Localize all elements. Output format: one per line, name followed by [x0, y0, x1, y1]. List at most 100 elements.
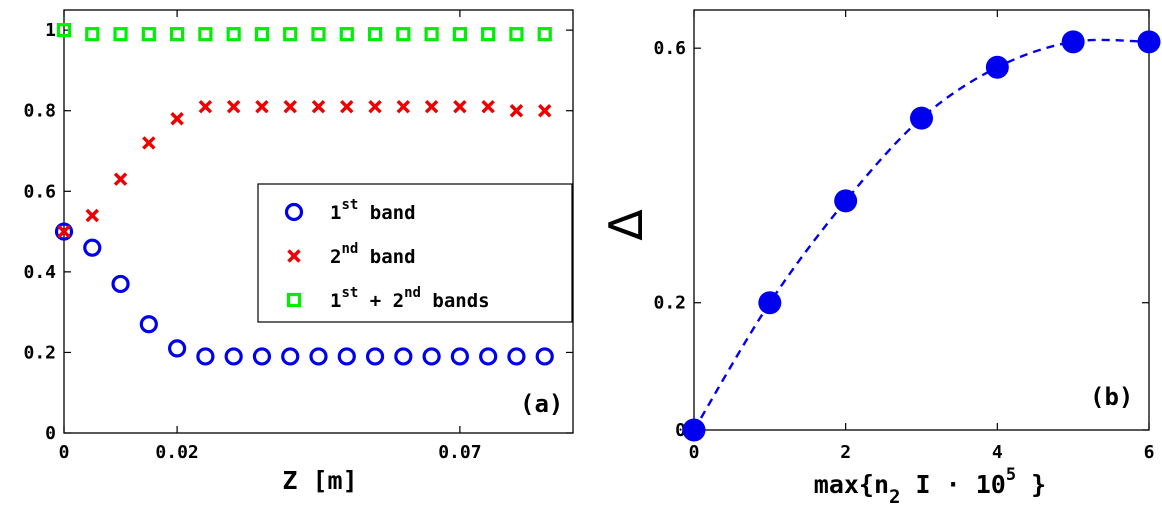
chart-a-point	[367, 27, 383, 42]
chart-a-point	[424, 99, 439, 114]
chart-a-point	[198, 99, 213, 114]
chart-b-point	[910, 106, 933, 130]
chart-a-point	[111, 274, 130, 294]
chart-a-point	[452, 27, 467, 42]
chart-a-point	[339, 27, 354, 42]
chart-a-series-0	[54, 222, 554, 366]
chart-a-point	[170, 27, 185, 42]
chart-a-point	[311, 27, 326, 42]
chart-a-point	[142, 136, 156, 150]
chart-a-series-2	[56, 23, 552, 42]
chart-a-y-tick-label: 1	[45, 20, 56, 41]
chart-a-legend-marker-1	[287, 249, 301, 263]
chart-a-legend-marker-2	[286, 292, 302, 308]
chart-a-y-tick-label: 0.4	[23, 262, 56, 283]
chart-a-point	[57, 224, 71, 239]
chart-a-point	[535, 347, 554, 366]
chart-a-point	[168, 339, 187, 358]
chart-a-point	[481, 27, 496, 42]
chart-b-point	[1137, 30, 1161, 54]
chart-a-y-tick-label: 0.6	[23, 181, 56, 202]
chart-b-x-tick-label: 6	[1144, 442, 1155, 463]
chart-b-point	[834, 189, 858, 213]
chart-a-point	[365, 347, 385, 366]
chart-a-point	[226, 27, 241, 42]
chart-a-point	[394, 347, 413, 366]
chart-a-legend-label-0: 1st band	[330, 197, 416, 224]
chart-b-y-tick-label: 0.2	[653, 293, 686, 314]
chart-a-point	[283, 27, 298, 42]
chart-a-point	[424, 27, 439, 42]
chart-a-y-tick-label: 0	[45, 423, 56, 444]
chart-b-series-line	[692, 38, 1150, 431]
chart-a-point	[141, 27, 156, 42]
chart-a-point	[479, 347, 498, 366]
chart-a-point	[481, 99, 495, 114]
chart-b-ticks: 0 0.2 0.6 0 2 4 6	[653, 10, 1154, 463]
chart-b-series	[682, 30, 1161, 442]
chart-a-point	[509, 27, 524, 42]
chart-b: 0 0.2 0.6 0 2 4 6 Δ (b) max{n2 I · 105 }	[599, 9, 1161, 508]
chart-a-legend-box	[257, 183, 573, 323]
chart-a-point	[113, 172, 128, 186]
chart-a-point	[54, 222, 74, 241]
chart-a-legend: 1st band 2nd band 1st + 2nd bands	[257, 183, 573, 323]
chart-a-point	[85, 27, 100, 42]
chart-a-point	[422, 347, 441, 366]
chart-a-point	[509, 103, 524, 118]
chart-a-point	[255, 99, 269, 114]
chart-a-legend-label-2: 1st + 2nd bands	[330, 285, 490, 312]
chart-b-y-tick-label: 0.6	[653, 38, 686, 59]
chart-a-legend-marker-0	[284, 202, 304, 222]
chart-a-panel-label: (a)	[520, 390, 563, 418]
chart-a-point	[198, 27, 213, 42]
chart-a-point	[396, 99, 411, 114]
chart-a: 0 0.2 0.4 0.6 0.8 1 0 0.02 0.07 Z [m] (a) 1st ba…	[23, 9, 574, 495]
chart-b-x-tick-label: 4	[992, 442, 1003, 463]
chart-b-point	[758, 291, 782, 315]
chart-b-panel-label: (b)	[1090, 383, 1133, 411]
chart-b-y-tick-label: 0	[675, 420, 686, 441]
chart-a-legend-label-1: 2nd band	[330, 241, 416, 268]
chart-a-axes-frame	[63, 9, 574, 434]
chart-a-point	[340, 99, 354, 114]
chart-a-point	[170, 112, 184, 126]
chart-a-x-axis-label: Z [m]	[282, 466, 357, 495]
chart-b-point	[1061, 30, 1085, 54]
chart-a-point	[453, 99, 467, 114]
chart-b-point	[682, 418, 706, 442]
chart-a-point	[396, 27, 411, 42]
chart-a-point	[224, 347, 243, 366]
chart-a-x-tick-label: 0.02	[155, 442, 198, 463]
chart-a-point	[311, 99, 326, 114]
chart-a-y-tick-label: 0.2	[23, 342, 56, 363]
chart-a-point	[337, 347, 356, 366]
chart-b-x-tick-label: 0	[689, 442, 700, 463]
chart-a-point	[254, 27, 270, 42]
chart-b-axes-frame	[693, 9, 1150, 431]
chart-a-point	[113, 27, 128, 42]
chart-a-point	[283, 99, 297, 114]
chart-b-y-axis-label: Δ	[599, 209, 653, 241]
chart-a-point	[537, 27, 552, 42]
chart-a-series	[54, 23, 554, 366]
chart-a-point	[281, 347, 300, 366]
chart-a-point	[85, 208, 100, 223]
chart-a-ticks: 0 0.2 0.4 0.6 0.8 1 0 0.02 0.07	[23, 10, 573, 463]
chart-a-point	[507, 347, 526, 366]
chart-b-x-tick-label: 2	[840, 442, 851, 463]
chart-a-point	[450, 347, 469, 366]
chart-a-point	[537, 103, 552, 118]
chart-a-point	[139, 315, 158, 334]
chart-a-series-1	[57, 99, 552, 239]
chart-a-x-tick-label: 0	[59, 442, 70, 463]
chart-a-point	[226, 99, 241, 114]
chart-a-point	[309, 347, 328, 366]
chart-a-point	[83, 238, 102, 257]
chart-a-point	[196, 347, 215, 366]
chart-a-x-tick-label: 0.07	[438, 442, 481, 463]
chart-a-point	[252, 347, 272, 366]
chart-b-point	[985, 55, 1009, 79]
chart-a-point	[368, 99, 382, 114]
